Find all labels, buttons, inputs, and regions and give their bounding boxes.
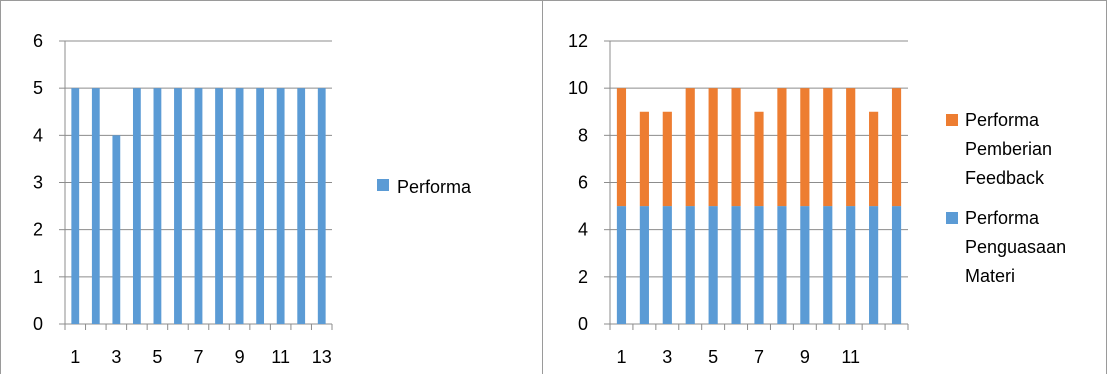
x-tick-label: 7: [193, 347, 203, 367]
bar-series1-cat4: [132, 88, 141, 325]
bar-series1-cat7: [754, 206, 764, 324]
y-tick-label: 4: [33, 125, 43, 145]
bar-series1-cat11: [276, 88, 285, 325]
x-tick-label: 3: [662, 347, 672, 367]
legend-label-line: Performa: [965, 208, 1040, 228]
bar-series2-cat7: [754, 111, 764, 207]
y-tick-label: 3: [33, 173, 43, 193]
y-tick-label: 8: [578, 125, 588, 145]
bar-series1-cat1: [616, 206, 627, 324]
legend-label-line: Performa: [397, 177, 472, 197]
bar-series1-cat5: [153, 88, 162, 325]
y-tick-label: 12: [568, 31, 588, 51]
x-tick-label: 3: [111, 347, 121, 367]
bar-series2-cat5: [708, 88, 718, 207]
bar-series1-cat1: [71, 88, 80, 325]
y-tick-label: 0: [578, 314, 588, 334]
bar-series1-cat13: [317, 88, 326, 325]
x-tick-label: 9: [235, 347, 245, 367]
legend-marker: [377, 179, 389, 191]
x-tick-label: 9: [800, 347, 810, 367]
bar-series2-cat2: [639, 111, 649, 207]
bar-series1-cat6: [174, 88, 182, 325]
y-tick-label: 2: [578, 267, 588, 287]
right-chart-panel: 0 2 4 6 8 10 12 1 3 5 7 9 11 Performa Pemberian Feedbac…: [543, 0, 1107, 374]
bar-series1-cat7: [194, 88, 203, 325]
bar-series1-cat13: [891, 206, 902, 324]
legend-label-line: Materi: [965, 266, 1015, 286]
bar-series1-cat3: [662, 206, 672, 324]
y-tick-label: 6: [578, 173, 588, 193]
y-tick-label: 5: [33, 78, 43, 98]
left-chart-panel: 0 1 2 3 4 5 6 1 3 5 7 9 11 13 Performa: [0, 0, 543, 374]
legend-label-line: Penguasaan: [965, 237, 1066, 257]
legend-label-line: Pemberian: [965, 139, 1052, 159]
x-tick-label: 5: [152, 347, 162, 367]
x-tick-label: 5: [708, 347, 718, 367]
legend-label: Performa Penguasaan Materi: [965, 208, 1066, 286]
bar-series2-cat13: [891, 88, 902, 207]
bar-series2-cat4: [685, 88, 695, 207]
x-tick-label: 7: [754, 347, 764, 367]
legend-marker: [946, 114, 958, 126]
bar-series2-cat9: [800, 88, 810, 207]
y-tick-label: 1: [33, 267, 43, 287]
bar-series1-cat10: [823, 206, 833, 324]
bar-series1-cat5: [708, 206, 718, 324]
bar-series1-cat11: [846, 206, 856, 324]
bar-series1-cat4: [685, 206, 695, 324]
legend-label-line: Feedback: [965, 168, 1045, 188]
legend-label-line: Performa: [965, 110, 1040, 130]
bar-series1-cat10: [256, 88, 265, 325]
right-stacked-performance-chart: 0 2 4 6 8 10 12 1 3 5 7 9 11 Performa Pemberian Feedbac…: [568, 31, 1066, 367]
bar-series2-cat12: [869, 111, 879, 207]
y-tick-label: 6: [33, 31, 43, 51]
bar-series2-cat6: [731, 88, 741, 207]
bar-series1-cat8: [215, 88, 223, 325]
bar-series1-cat12: [869, 206, 879, 324]
bar-series1-cat2: [91, 88, 100, 325]
bar-series1-cat3: [112, 135, 121, 324]
y-tick-label: 10: [568, 78, 588, 98]
bar-series2-cat8: [777, 88, 787, 207]
x-tick-label: 13: [312, 347, 332, 367]
bar-series2-cat11: [846, 88, 856, 207]
bar-series1-cat9: [235, 88, 244, 325]
bar-series2-cat1: [616, 88, 627, 207]
bar-series2-cat10: [823, 88, 833, 207]
bar-series1-cat12: [297, 88, 306, 325]
legend-label: Performa: [397, 177, 472, 197]
x-tick-label: 1: [616, 347, 626, 367]
x-tick-label: 11: [841, 347, 860, 367]
legend-marker: [946, 212, 958, 224]
legend-label: Performa Pemberian Feedback: [965, 110, 1052, 188]
bar-series2-cat3: [662, 111, 672, 207]
bar-series1-cat9: [800, 206, 810, 324]
x-tick-label: 1: [70, 347, 80, 367]
bar-series1-cat8: [777, 206, 787, 324]
bar-series1-cat6: [731, 206, 741, 324]
y-tick-label: 2: [33, 220, 43, 240]
y-tick-label: 4: [578, 220, 588, 240]
bar-series1-cat2: [639, 206, 649, 324]
x-tick-label: 11: [271, 347, 290, 367]
y-tick-label: 0: [33, 314, 43, 334]
